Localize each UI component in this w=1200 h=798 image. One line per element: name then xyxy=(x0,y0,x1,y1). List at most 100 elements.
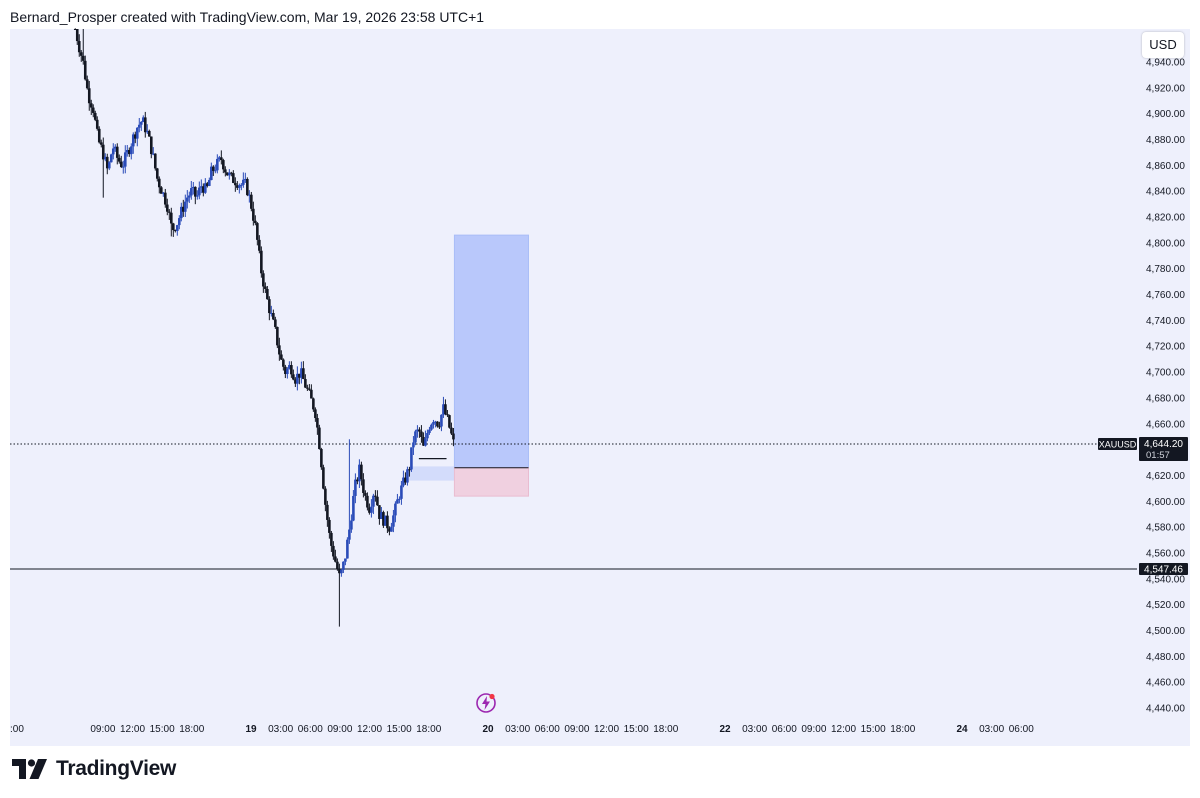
stop-zone[interactable] xyxy=(453,467,529,497)
currency-button[interactable]: USD xyxy=(1142,32,1184,58)
flash-alert-icon[interactable] xyxy=(475,692,497,714)
price-tick-label: 4,480.00 xyxy=(1146,652,1185,663)
candle-body xyxy=(430,424,433,430)
candle-body xyxy=(95,119,99,129)
candle-body xyxy=(270,313,273,315)
candle-body xyxy=(163,192,167,205)
candle-body xyxy=(145,130,149,133)
chart-area[interactable] xyxy=(10,29,1190,746)
candle-body xyxy=(190,188,193,196)
candle-body xyxy=(216,158,219,171)
candle-body xyxy=(378,505,381,519)
candle-body xyxy=(296,373,299,384)
candle-body xyxy=(336,561,339,570)
candle-body xyxy=(308,388,311,390)
candle-body xyxy=(372,495,375,507)
candle-body xyxy=(274,319,277,327)
candle-body xyxy=(182,206,185,212)
candle-body xyxy=(304,378,307,388)
candle-body xyxy=(294,379,297,384)
candle-body xyxy=(400,485,403,499)
price-tick-label: 4,880.00 xyxy=(1146,135,1185,146)
candle-body xyxy=(426,432,429,439)
level-price-tag xyxy=(1139,563,1188,575)
fvg-zone[interactable] xyxy=(409,466,455,481)
candle-body xyxy=(300,368,303,378)
tradingview-logo: TradingView xyxy=(12,757,176,781)
price-tick-label: 4,500.00 xyxy=(1146,626,1185,637)
candle-body xyxy=(326,504,329,520)
time-tick-label: 19 xyxy=(245,724,257,735)
candle-body xyxy=(105,156,109,169)
time-tick-label: 06:00 xyxy=(535,724,560,735)
candle-body xyxy=(198,187,201,196)
candle-body xyxy=(338,569,341,574)
candle-body xyxy=(376,496,379,506)
candle-body xyxy=(252,208,255,221)
price-tick-label: 4,520.00 xyxy=(1146,600,1185,611)
time-tick-label: :00 xyxy=(10,724,24,735)
target-zone[interactable] xyxy=(453,234,529,469)
candle-body xyxy=(131,134,135,147)
candle-body xyxy=(169,212,173,224)
candle-body xyxy=(77,41,81,53)
candle-body xyxy=(117,157,121,162)
candle-body xyxy=(352,495,355,521)
candle-body xyxy=(318,427,321,449)
time-tick-label: 12:00 xyxy=(594,724,619,735)
candle-body xyxy=(402,477,405,486)
price-tick-label: 4,560.00 xyxy=(1146,548,1185,559)
candle-body xyxy=(306,387,309,389)
price-tick-label: 4,760.00 xyxy=(1146,290,1185,301)
candle-body xyxy=(129,146,133,155)
candle-body xyxy=(149,136,153,155)
candle-body xyxy=(93,112,97,120)
candle-body xyxy=(414,431,417,443)
candle-body xyxy=(178,218,181,226)
candle-body xyxy=(240,184,243,186)
time-tick-label: 22 xyxy=(719,724,731,735)
time-tick-label: 09:00 xyxy=(564,724,589,735)
candle-body xyxy=(280,354,283,360)
candle-body xyxy=(119,161,123,167)
candle-body xyxy=(292,374,295,380)
time-tick-label: 09:00 xyxy=(90,724,115,735)
candle-body xyxy=(151,153,155,155)
candle-body xyxy=(161,192,165,194)
price-tick-label: 4,820.00 xyxy=(1146,213,1185,224)
candle-body xyxy=(356,479,359,482)
candle-body xyxy=(276,326,279,346)
candle-body xyxy=(107,162,111,169)
candle-body xyxy=(254,220,257,224)
candle-body xyxy=(180,206,183,219)
countdown-label: 01:57 xyxy=(1146,450,1170,461)
candle-body xyxy=(127,149,131,155)
candle-body xyxy=(196,195,199,197)
candle-body xyxy=(167,211,171,213)
price-tick-label: 4,860.00 xyxy=(1146,161,1185,172)
candle-body xyxy=(288,365,291,369)
candle-body xyxy=(135,127,139,139)
candle-body xyxy=(264,286,267,289)
candle-body xyxy=(91,107,95,113)
candle-body xyxy=(396,499,399,504)
candle-body xyxy=(312,398,315,410)
price-tick-label: 4,600.00 xyxy=(1146,497,1185,508)
candle-body xyxy=(214,170,217,172)
time-tick-label: 09:00 xyxy=(801,724,826,735)
time-tick-label: 12:00 xyxy=(357,724,382,735)
candle-body xyxy=(87,88,91,104)
time-tick-label: 03:00 xyxy=(268,724,293,735)
candle-body xyxy=(328,519,331,533)
candle-body xyxy=(438,426,441,428)
candle-body xyxy=(420,431,423,437)
candle-body xyxy=(410,447,413,470)
candle-body xyxy=(85,79,89,89)
candle-body xyxy=(364,492,367,496)
candle-body xyxy=(192,186,195,189)
time-tick-label: 06:00 xyxy=(1009,724,1034,735)
candle-body xyxy=(236,185,239,188)
candle-body xyxy=(428,429,431,433)
candle-body xyxy=(392,515,395,527)
